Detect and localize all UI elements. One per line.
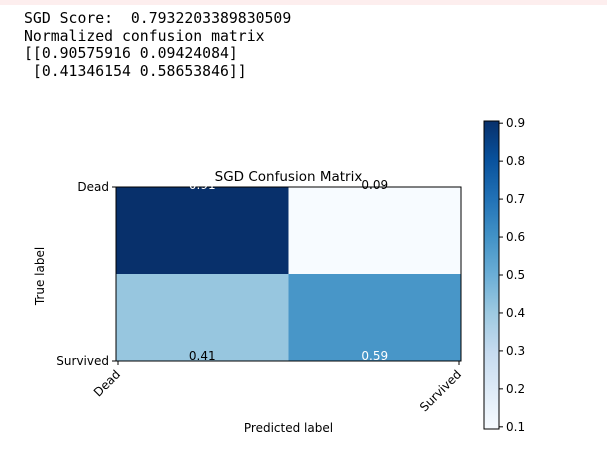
cell-label-1-1: 0.59: [361, 349, 388, 363]
heatmap-cell-0-1: [288, 187, 461, 274]
colorbar-tick-label-6: 0.7: [506, 192, 525, 206]
cell-label-0-1: 0.09: [361, 178, 388, 192]
colorbar-tick-label-2: 0.3: [506, 344, 525, 358]
matrix-row-2-line: [0.41346154 0.58653846]]: [24, 62, 247, 80]
cell-label-1-0: 0.41: [189, 349, 216, 363]
colorbar-ticks: 0.1 0.2 0.3 0.4 0.5 0.6 0.7 0.8 0.9: [499, 116, 525, 434]
y-tick-label-0: Dead: [77, 180, 109, 194]
colorbar-tick-label-1: 0.2: [506, 382, 525, 396]
colorbar-tick-label-7: 0.8: [506, 154, 525, 168]
heatmap-cell-1-1: [288, 274, 461, 361]
x-axis-ticks: Dead Survived: [91, 361, 464, 414]
x-tick-label-1: Survived: [417, 367, 464, 414]
cell-output-text: SGD Score: 0.7932203389830509 Normalized…: [24, 10, 291, 80]
chart-title: SGD Confusion Matrix: [215, 169, 363, 185]
matrix-heading-line: Normalized confusion matrix: [24, 27, 265, 45]
colorbar-tick-label-4: 0.5: [506, 268, 525, 282]
y-tick-label-1: Survived: [56, 354, 109, 368]
colorbar-tick-label-0: 0.1: [506, 420, 525, 434]
matrix-row-1-line: [[0.90575916 0.09424084]: [24, 45, 238, 63]
cell-label-0-0: 0.91: [189, 178, 216, 192]
output-cell-top-border: [0, 0, 607, 5]
heatmap-cell-1-0: [116, 274, 289, 361]
y-axis-ticks: Dead Survived: [56, 180, 116, 368]
heatmap-cells: [116, 187, 461, 361]
colorbar: [483, 120, 500, 430]
colorbar-tick-label-8: 0.9: [506, 116, 525, 130]
heatmap-cell-0-0: [116, 187, 289, 274]
plot-frame: [115, 186, 462, 362]
y-axis-label: True label: [33, 247, 47, 306]
colorbar-tick-label-3: 0.4: [506, 306, 525, 320]
x-axis-label: Predicted label: [244, 421, 333, 435]
colorbar-tick-label-5: 0.6: [506, 230, 525, 244]
score-line: SGD Score: 0.7932203389830509: [24, 10, 292, 27]
cell-value-labels: 0.91 0.09 0.41 0.59: [189, 178, 388, 363]
x-tick-label-0: Dead: [91, 367, 123, 399]
